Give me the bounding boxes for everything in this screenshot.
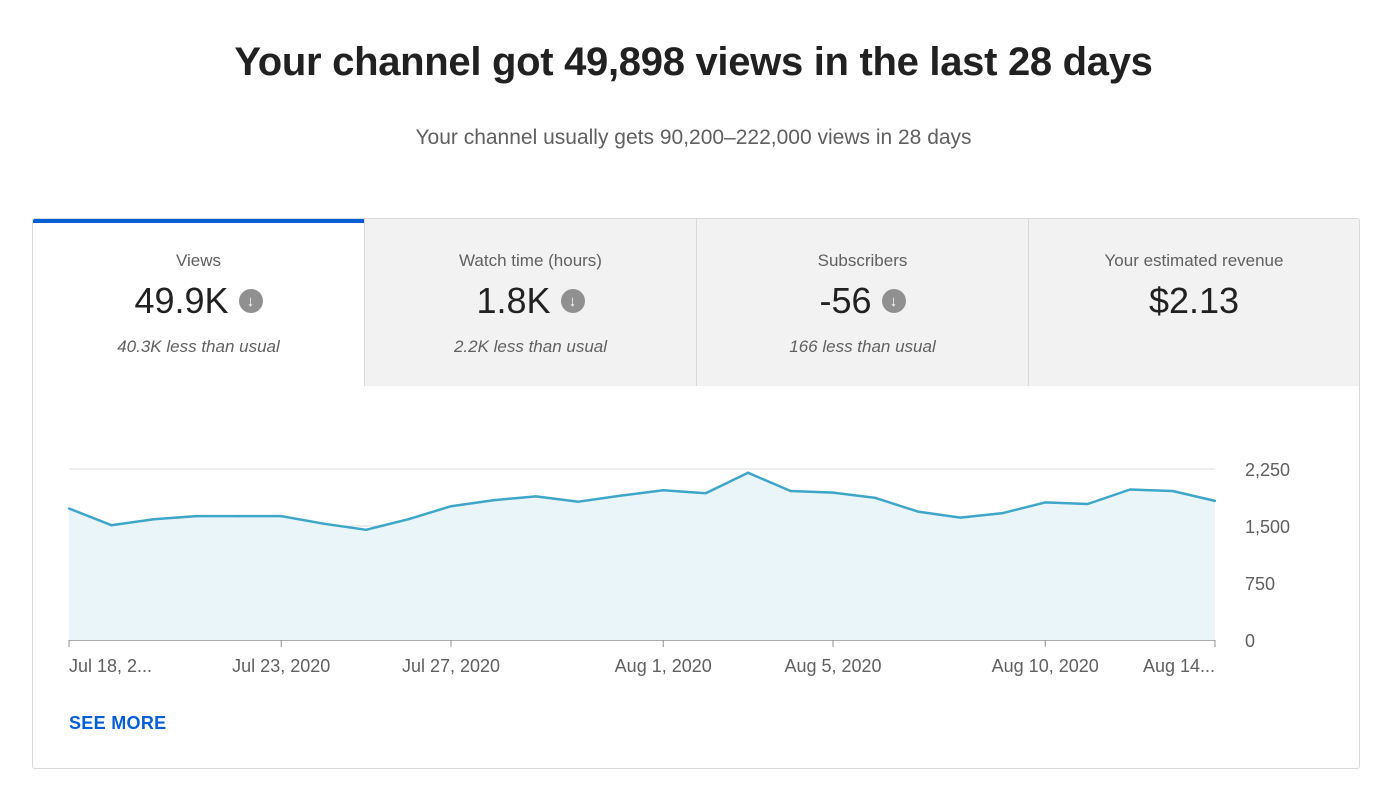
data-point bbox=[322, 522, 325, 525]
x-tick-label: Jul 23, 2020 bbox=[232, 656, 330, 676]
data-point bbox=[789, 489, 792, 493]
y-tick-label: 1,500 bbox=[1245, 517, 1290, 537]
views-chart-svg: 0 750 1,500 2,250 Jul 18, 2... Jul 23, 2020 Ju… bbox=[67, 460, 1290, 676]
data-point bbox=[492, 498, 495, 502]
y-tick-label: 2,250 bbox=[1245, 460, 1290, 480]
data-point bbox=[704, 492, 707, 495]
data-point bbox=[619, 494, 622, 497]
views-chart: 0 750 1,500 2,250 Jul 18, 2... Jul 23, 2020 Ju… bbox=[33, 386, 1359, 686]
data-point bbox=[195, 514, 198, 518]
analytics-card: Views 49.9K ↓ 40.3K less than usual Watc… bbox=[32, 218, 1360, 769]
y-tick-label: 750 bbox=[1245, 574, 1275, 594]
data-point bbox=[1044, 501, 1047, 504]
x-tick-label: Aug 14... bbox=[1143, 656, 1215, 676]
tab-label: Subscribers bbox=[817, 251, 908, 270]
x-tick-label: Aug 5, 2020 bbox=[784, 656, 881, 676]
tab-label: Watch time (hours) bbox=[459, 251, 602, 270]
arrow-down-circle-icon: ↓ bbox=[238, 289, 263, 313]
tab-value: $2.13 bbox=[1148, 280, 1240, 321]
data-point bbox=[1001, 511, 1004, 515]
data-point bbox=[662, 489, 665, 492]
data-point bbox=[746, 471, 750, 474]
see-more-link[interactable]: SEE MORE bbox=[69, 713, 167, 733]
x-tick-label: Aug 1, 2020 bbox=[615, 656, 712, 676]
data-point bbox=[364, 528, 368, 531]
data-point bbox=[874, 496, 877, 500]
series-line bbox=[68, 471, 1216, 532]
metric-tabs: Views 49.9K ↓ 40.3K less than usual Watc… bbox=[33, 219, 1359, 386]
page-subtitle: Your channel usually gets 90,200–222,000… bbox=[415, 126, 972, 149]
tab-value: 49.9K bbox=[134, 280, 229, 321]
tab-value: -56 bbox=[819, 280, 872, 321]
data-point bbox=[152, 517, 156, 521]
data-point bbox=[916, 510, 920, 513]
data-point bbox=[110, 524, 113, 527]
data-point bbox=[67, 507, 71, 510]
x-tick-label: Aug 10, 2020 bbox=[992, 656, 1099, 676]
tab-revenue[interactable]: Your estimated revenue $2.13 bbox=[1028, 219, 1359, 386]
data-point bbox=[1213, 499, 1217, 503]
tab-note: 40.3K less than usual bbox=[117, 337, 280, 356]
y-tick-label: 0 bbox=[1245, 631, 1255, 651]
data-point bbox=[534, 495, 538, 498]
tab-note: 2.2K less than usual bbox=[453, 337, 608, 356]
data-point bbox=[449, 505, 453, 508]
data-point bbox=[1171, 489, 1174, 493]
tab-subscribers[interactable]: Subscribers -56 ↓ 166 less than usual bbox=[696, 219, 1028, 386]
tab-watch-time[interactable]: Watch time (hours) 1.8K ↓ 2.2K less than… bbox=[364, 219, 696, 386]
tab-label: Views bbox=[175, 251, 222, 270]
tab-note: 166 less than usual bbox=[789, 337, 936, 356]
data-point bbox=[831, 491, 835, 494]
data-point bbox=[1086, 502, 1089, 506]
x-tick-label: Jul 27, 2020 bbox=[402, 656, 500, 676]
series-area bbox=[69, 472, 1215, 640]
tab-views[interactable]: Views 49.9K ↓ 40.3K less than usual bbox=[33, 219, 364, 386]
page-title: Your channel got 49,898 views in the las… bbox=[234, 40, 1153, 84]
x-tick-label: Jul 18, 2... bbox=[69, 656, 152, 676]
tab-label: Your estimated revenue bbox=[1104, 251, 1284, 270]
data-point bbox=[577, 500, 580, 503]
data-point bbox=[1128, 488, 1132, 491]
data-point bbox=[407, 517, 410, 521]
tab-value: 1.8K bbox=[476, 280, 551, 321]
data-point bbox=[959, 516, 962, 519]
arrow-down-circle-icon: ↓ bbox=[881, 289, 906, 313]
data-point bbox=[237, 514, 240, 518]
data-point bbox=[280, 514, 283, 518]
arrow-down-circle-icon: ↓ bbox=[560, 289, 585, 313]
